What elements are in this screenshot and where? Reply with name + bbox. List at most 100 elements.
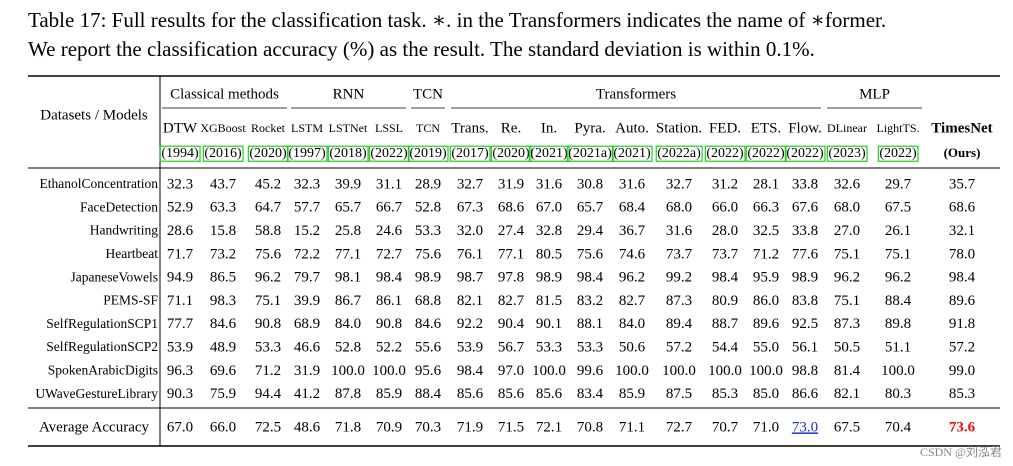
cell-value: 82.7 (619, 293, 646, 309)
cell-value: 33.8 (792, 176, 818, 192)
cell-value: 71.1 (167, 293, 193, 309)
cell-value: 31.2 (712, 176, 738, 192)
cell-value: 89.6 (753, 316, 780, 332)
cell-value: 31.6 (619, 176, 646, 192)
model-year: (2016) (204, 146, 242, 161)
average-value: 73.6 (949, 419, 976, 435)
average-value: 70.7 (712, 419, 739, 435)
cell-value: 27.4 (498, 223, 525, 239)
cell-value: 78.0 (949, 246, 975, 262)
model-year: (2017) (451, 146, 489, 161)
cell-value: 56.1 (792, 340, 818, 356)
citation-box (407, 145, 449, 162)
cell-value: 56.7 (498, 340, 525, 356)
cell-value: 98.1 (335, 270, 361, 286)
cell-value: 84.6 (210, 316, 237, 332)
cell-value: 66.0 (712, 200, 738, 216)
cell-value: 28.9 (415, 176, 441, 192)
cell-value: 98.4 (376, 270, 403, 286)
cell-value: 65.7 (335, 200, 362, 216)
cell-value: 52.8 (335, 340, 361, 356)
cell-value: 100.0 (662, 363, 696, 379)
model-name: Trans. (451, 120, 488, 136)
cell-value: 52.8 (415, 200, 441, 216)
watermark: CSDN @刘泓君 (920, 445, 1002, 459)
average-value: 66.0 (210, 419, 236, 435)
model-year: (2022) (786, 146, 824, 161)
cell-value: 66.7 (376, 200, 403, 216)
cell-value: 31.9 (294, 363, 320, 379)
cell-value: 68.6 (949, 200, 976, 216)
cell-value: 69.6 (210, 363, 237, 379)
cell-value: 98.9 (792, 270, 818, 286)
model-name: Rocket (251, 121, 286, 135)
cell-value: 98.8 (792, 363, 818, 379)
cell-value: 79.7 (294, 270, 321, 286)
cell-value: 98.9 (536, 270, 562, 286)
cell-value: 88.4 (415, 386, 442, 402)
cell-value: 57.7 (294, 200, 321, 216)
average-value: 72.1 (536, 419, 562, 435)
model-year: (2023) (828, 146, 866, 161)
cell-value: 85.9 (376, 386, 402, 402)
cell-value: 30.8 (577, 176, 603, 192)
model-name: TCN (416, 121, 440, 135)
cell-value: 75.1 (834, 293, 860, 309)
cell-value: 84.0 (619, 316, 645, 332)
cell-value: 89.4 (666, 316, 693, 332)
cell-value: 32.1 (949, 223, 975, 239)
cell-value: 85.6 (536, 386, 563, 402)
cell-value: 75.9 (210, 386, 236, 402)
cell-value: 96.2 (885, 270, 911, 286)
cell-value: 86.5 (210, 270, 236, 286)
average-value: 67.5 (834, 419, 860, 435)
cell-value: 67.5 (885, 200, 911, 216)
cell-value: 26.1 (885, 223, 911, 239)
citation-box (286, 145, 328, 162)
cell-value: 85.6 (457, 386, 484, 402)
cell-value: 84.6 (415, 316, 442, 332)
cell-value: 75.6 (255, 246, 282, 262)
dataset-name: SelfRegulationSCP2 (46, 339, 158, 354)
dataset-name: EthanolConcentration (40, 176, 159, 191)
cell-value: 90.3 (167, 386, 193, 402)
average-value: 71.9 (457, 419, 483, 435)
cell-value: 71.7 (167, 246, 194, 262)
model-name: Station. (656, 120, 702, 136)
cell-value: 31.6 (666, 223, 693, 239)
cell-value: 32.6 (834, 176, 861, 192)
group-header: MLP (859, 86, 890, 102)
citation-box (611, 145, 653, 162)
average-value: 67.0 (167, 419, 193, 435)
cell-value: 68.6 (498, 200, 525, 216)
cell-value: 86.6 (792, 386, 819, 402)
model-name: DTW (163, 120, 198, 136)
cell-value: 57.2 (666, 340, 692, 356)
cell-value: 31.1 (376, 176, 402, 192)
cell-value: 95.9 (753, 270, 779, 286)
cell-value: 33.8 (792, 223, 818, 239)
model-name: DLinear (827, 121, 867, 135)
average-value: 70.4 (885, 419, 912, 435)
cell-value: 73.7 (666, 246, 693, 262)
cell-value: 99.6 (577, 363, 604, 379)
model-name: LightTS. (876, 121, 919, 135)
model-year: (1997) (288, 146, 326, 161)
cell-value: 86.1 (376, 293, 402, 309)
cell-value: 94.9 (167, 270, 193, 286)
cell-value: 48.9 (210, 340, 236, 356)
cell-value: 83.4 (577, 386, 604, 402)
cell-value: 98.9 (415, 270, 441, 286)
model-year: (2022) (370, 146, 408, 161)
cell-value: 32.3 (167, 176, 193, 192)
cell-value: 28.1 (753, 176, 779, 192)
citation-box (202, 145, 244, 162)
model-year: (2021) (530, 146, 568, 161)
cell-value: 89.6 (949, 293, 976, 309)
cell-value: 87.5 (666, 386, 692, 402)
cell-value: 35.7 (949, 176, 976, 192)
model-year: (2020) (249, 146, 287, 161)
cell-value: 72.7 (376, 246, 403, 262)
